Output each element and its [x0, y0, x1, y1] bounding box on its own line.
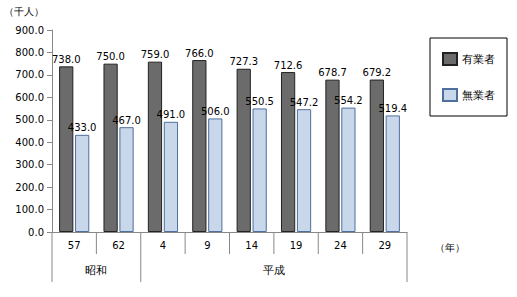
svg-text:547.2: 547.2 — [290, 97, 319, 108]
svg-text:766.0: 766.0 — [185, 48, 214, 59]
svg-text:467.0: 467.0 — [112, 115, 141, 126]
svg-text:678.7: 678.7 — [318, 67, 347, 78]
svg-text:759.0: 759.0 — [141, 49, 170, 60]
svg-text:57: 57 — [68, 240, 81, 251]
svg-text:4: 4 — [160, 240, 166, 251]
svg-text:600.0: 600.0 — [15, 92, 44, 103]
svg-text:727.3: 727.3 — [229, 56, 258, 67]
svg-text:（年）: （年） — [435, 242, 465, 253]
svg-text:679.2: 679.2 — [363, 67, 392, 78]
svg-text:491.0: 491.0 — [157, 109, 186, 120]
svg-text:700.0: 700.0 — [15, 69, 44, 80]
svg-text:500.0: 500.0 — [15, 114, 44, 125]
svg-text:750.0: 750.0 — [96, 51, 125, 62]
svg-text:200.0: 200.0 — [15, 182, 44, 193]
svg-text:300.0: 300.0 — [15, 159, 44, 170]
svg-text:554.2: 554.2 — [334, 95, 363, 106]
svg-text:506.0: 506.0 — [201, 106, 230, 117]
svg-text:（千人）: （千人） — [4, 6, 44, 17]
svg-text:400.0: 400.0 — [15, 137, 44, 148]
svg-text:62: 62 — [112, 240, 125, 251]
svg-text:0.0: 0.0 — [28, 227, 44, 238]
svg-text:900.0: 900.0 — [15, 25, 44, 36]
svg-text:550.5: 550.5 — [245, 96, 274, 107]
svg-text:平成: 平成 — [263, 264, 285, 277]
svg-text:無業者: 無業者 — [462, 89, 495, 102]
svg-text:9: 9 — [204, 240, 210, 251]
svg-text:有業者: 有業者 — [462, 53, 495, 66]
svg-text:712.6: 712.6 — [274, 60, 303, 71]
svg-text:100.0: 100.0 — [15, 204, 44, 215]
svg-text:24: 24 — [334, 240, 347, 251]
svg-text:14: 14 — [245, 240, 258, 251]
svg-text:519.4: 519.4 — [378, 103, 407, 114]
svg-text:29: 29 — [378, 240, 391, 251]
svg-text:800.0: 800.0 — [15, 47, 44, 58]
svg-text:昭和: 昭和 — [85, 264, 107, 277]
svg-text:433.0: 433.0 — [68, 122, 97, 133]
svg-text:738.0: 738.0 — [52, 54, 81, 65]
svg-text:19: 19 — [290, 240, 303, 251]
